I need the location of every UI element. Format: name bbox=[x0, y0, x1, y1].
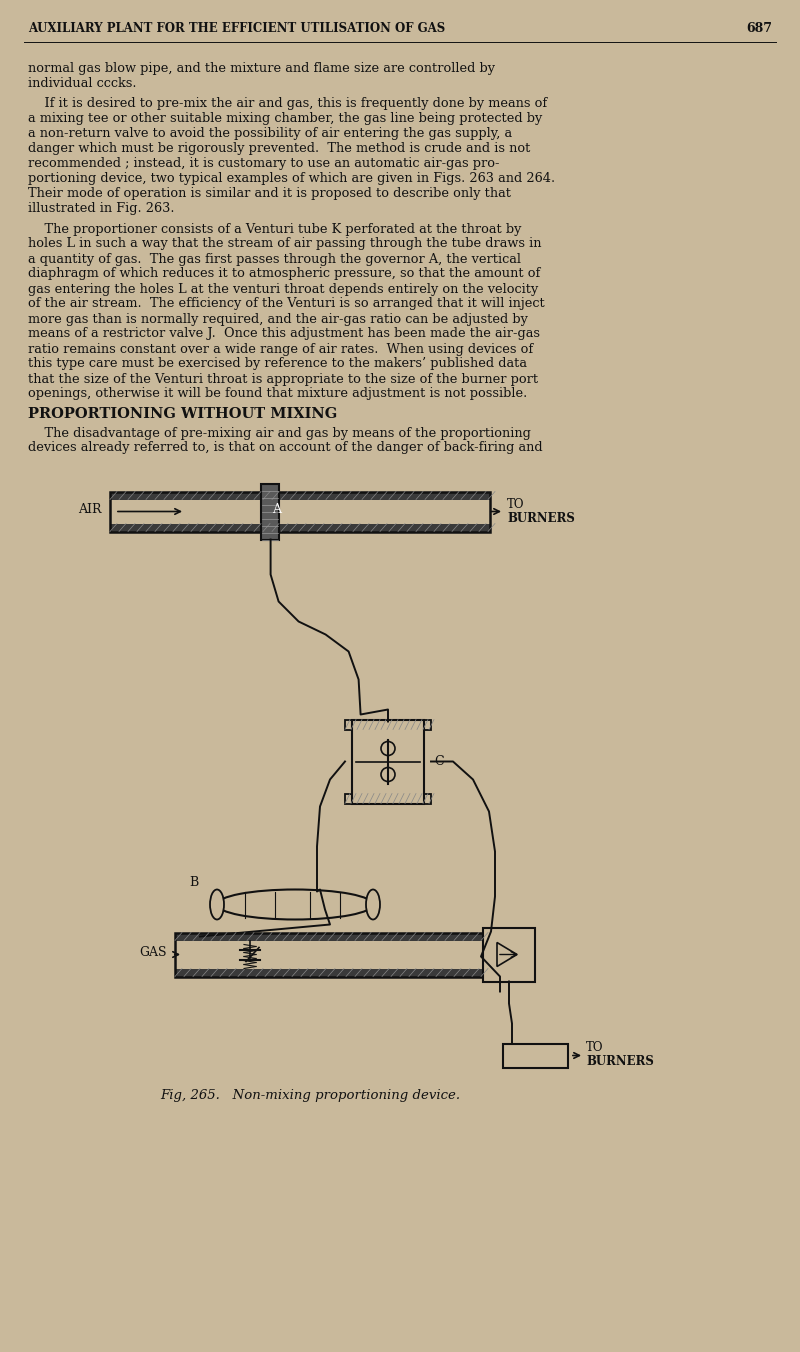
Bar bbox=[503, 1044, 568, 1068]
Text: normal gas blow pipe, and the mixture and flame size are controlled by: normal gas blow pipe, and the mixture an… bbox=[28, 62, 495, 74]
Text: BURNERS: BURNERS bbox=[586, 1055, 654, 1068]
Circle shape bbox=[381, 768, 395, 781]
Bar bbox=[175, 968, 483, 976]
Text: TO: TO bbox=[507, 498, 525, 511]
Text: recommended ; instead, it is customary to use an automatic air-gas pro-: recommended ; instead, it is customary t… bbox=[28, 157, 499, 170]
Text: AIR: AIR bbox=[78, 503, 102, 516]
Text: The proportioner consists of a Venturi tube K perforated at the throat by: The proportioner consists of a Venturi t… bbox=[28, 223, 522, 235]
Text: GAS: GAS bbox=[139, 946, 167, 959]
Bar bbox=[110, 492, 490, 531]
Bar bbox=[175, 933, 483, 976]
Text: A: A bbox=[272, 503, 281, 516]
Text: PROPORTIONING WITHOUT MIXING: PROPORTIONING WITHOUT MIXING bbox=[28, 407, 338, 422]
Text: holes L in such a way that the stream of air passing through the tube draws in: holes L in such a way that the stream of… bbox=[28, 238, 542, 250]
Text: BURNERS: BURNERS bbox=[507, 512, 575, 525]
Text: a quantity of gas.  The gas first passes through the governor A, the vertical: a quantity of gas. The gas first passes … bbox=[28, 253, 521, 265]
Text: individual cccks.: individual cccks. bbox=[28, 77, 137, 91]
Text: danger which must be rigorously prevented.  The method is crude and is not: danger which must be rigorously prevente… bbox=[28, 142, 530, 155]
Text: illustrated in Fig. 263.: illustrated in Fig. 263. bbox=[28, 203, 174, 215]
Text: diaphragm of which reduces it to atmospheric pressure, so that the amount of: diaphragm of which reduces it to atmosph… bbox=[28, 268, 540, 280]
Text: a non-return valve to avoid the possibility of air entering the gas supply, a: a non-return valve to avoid the possibil… bbox=[28, 127, 512, 141]
Bar bbox=[175, 933, 483, 941]
Text: devices already referred to, is that on account of the danger of back-firing and: devices already referred to, is that on … bbox=[28, 442, 542, 454]
Text: AUXILIARY PLANT FOR THE EFFICIENT UTILISATION OF GAS: AUXILIARY PLANT FOR THE EFFICIENT UTILIS… bbox=[28, 22, 446, 35]
Text: If it is desired to pre-mix the air and gas, this is frequently done by means of: If it is desired to pre-mix the air and … bbox=[28, 97, 547, 111]
Text: that the size of the Venturi throat is appropriate to the size of the burner por: that the size of the Venturi throat is a… bbox=[28, 373, 538, 385]
Text: Their mode of operation is similar and it is proposed to describe only that: Their mode of operation is similar and i… bbox=[28, 187, 511, 200]
Text: more gas than is normally required, and the air-gas ratio can be adjusted by: more gas than is normally required, and … bbox=[28, 312, 528, 326]
Text: ratio remains constant over a wide range of air rates.  When using devices of: ratio remains constant over a wide range… bbox=[28, 342, 533, 356]
Ellipse shape bbox=[210, 890, 224, 919]
Text: TO: TO bbox=[586, 1041, 603, 1055]
Ellipse shape bbox=[217, 890, 373, 919]
Text: of the air stream.  The efficiency of the Venturi is so arranged that it will in: of the air stream. The efficiency of the… bbox=[28, 297, 545, 311]
Text: this type care must be exercised by reference to the makers’ published data: this type care must be exercised by refe… bbox=[28, 357, 527, 370]
Bar bbox=[110, 523, 490, 531]
Text: 687: 687 bbox=[746, 22, 772, 35]
Text: gas entering the holes L at the venturi throat depends entirely on the velocity: gas entering the holes L at the venturi … bbox=[28, 283, 538, 296]
Bar bbox=[345, 794, 431, 803]
Text: C: C bbox=[434, 754, 444, 768]
Bar bbox=[110, 492, 490, 499]
Bar bbox=[261, 484, 278, 539]
Text: Fig, 265.   Non-mixing proportioning device.: Fig, 265. Non-mixing proportioning devic… bbox=[160, 1090, 460, 1102]
Circle shape bbox=[381, 741, 395, 756]
Bar bbox=[483, 927, 535, 982]
Text: a mixing tee or other suitable mixing chamber, the gas line being protected by: a mixing tee or other suitable mixing ch… bbox=[28, 112, 542, 126]
Text: The disadvantage of pre-mixing air and gas by means of the proportioning: The disadvantage of pre-mixing air and g… bbox=[28, 426, 531, 439]
Bar bbox=[261, 484, 278, 539]
Bar bbox=[352, 719, 424, 803]
Text: openings, otherwise it will be found that mixture adjustment is not possible.: openings, otherwise it will be found tha… bbox=[28, 388, 527, 400]
Text: portioning device, two typical examples of which are given in Figs. 263 and 264.: portioning device, two typical examples … bbox=[28, 172, 555, 185]
Text: B: B bbox=[190, 876, 199, 890]
Text: means of a restrictor valve J.  Once this adjustment has been made the air-gas: means of a restrictor valve J. Once this… bbox=[28, 327, 540, 341]
Ellipse shape bbox=[366, 890, 380, 919]
Bar bbox=[345, 719, 431, 730]
